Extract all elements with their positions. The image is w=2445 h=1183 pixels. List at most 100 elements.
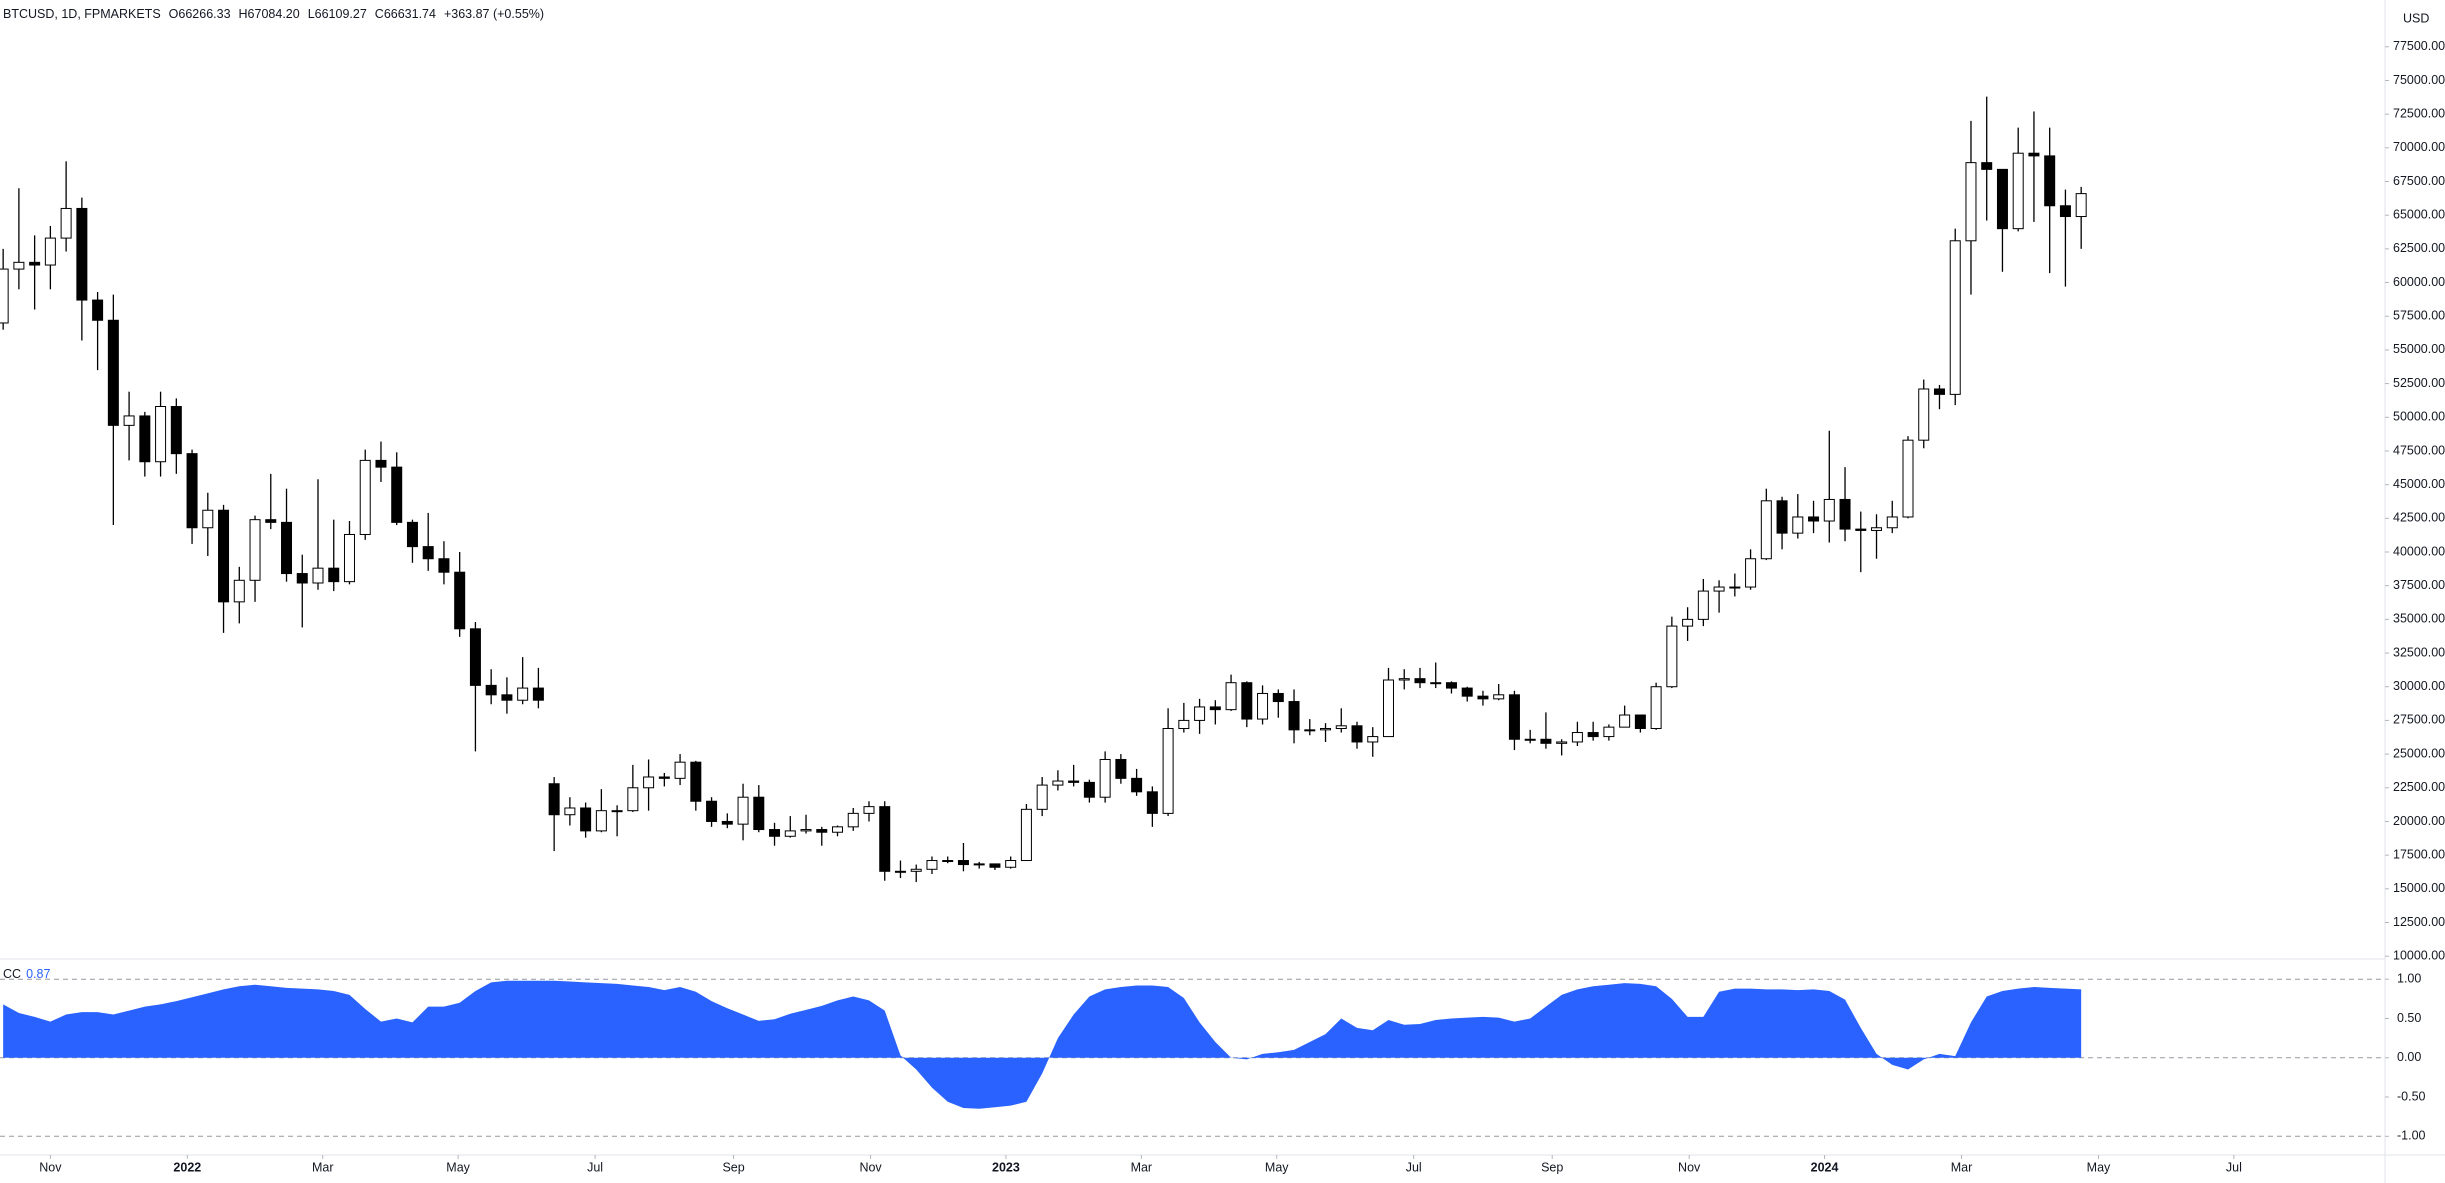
candle-body <box>863 806 875 814</box>
y-tick-label: 65000.00 <box>2393 207 2445 221</box>
candle-body <box>123 415 135 426</box>
candle-body <box>816 829 828 833</box>
candle-body <box>1115 758 1127 779</box>
candle-body <box>44 237 56 266</box>
y-tick-label: -0.50 <box>2397 1089 2426 1103</box>
candle-body <box>1162 727 1174 814</box>
indicator-legend: CC 0.87 <box>3 967 50 981</box>
candle-body <box>296 573 308 584</box>
candle-body <box>1178 719 1190 729</box>
candle-body <box>1587 732 1599 738</box>
y-tick-label: 40000.00 <box>2393 544 2445 558</box>
x-tick-label: Jul <box>1406 1160 1422 1174</box>
candle-body <box>595 810 607 832</box>
x-tick-label: Mar <box>1131 1160 1153 1174</box>
candle-body <box>643 776 655 789</box>
candle-body <box>406 521 418 548</box>
y-tick-label: 22500.00 <box>2393 780 2445 794</box>
candle-body <box>359 459 371 535</box>
candle-body <box>1461 687 1473 697</box>
x-tick-label: Nov <box>39 1160 62 1174</box>
candle-body <box>580 807 592 832</box>
candle-body <box>202 509 214 529</box>
candle-body <box>1556 741 1568 744</box>
candle-body <box>1272 692 1284 703</box>
candle-body <box>1068 780 1080 783</box>
candle-body <box>0 268 9 324</box>
candle-body <box>2012 152 2024 230</box>
candle-body <box>13 261 25 270</box>
x-tick-label: Sep <box>1541 1160 1563 1174</box>
candle-body <box>1241 682 1253 720</box>
candle-body <box>1981 162 1993 170</box>
candle-body <box>375 459 387 468</box>
candle-body <box>989 863 1001 868</box>
candle-body <box>894 870 906 873</box>
y-tick-label: 60000.00 <box>2393 275 2445 289</box>
candle-body <box>1477 695 1489 700</box>
candle-body <box>1083 781 1095 798</box>
candle-body <box>1445 682 1457 689</box>
y-tick-label: 1.00 <box>2397 971 2421 985</box>
candle-body <box>1933 388 1945 395</box>
y-tick-label: 30000.00 <box>2393 679 2445 693</box>
candle-body <box>532 687 544 701</box>
candle-body <box>942 860 954 863</box>
candle-body <box>973 863 985 866</box>
y-tick-label: 67500.00 <box>2393 174 2445 188</box>
y-tick-label: 55000.00 <box>2393 342 2445 356</box>
x-tick-label: Mar <box>312 1160 334 1174</box>
candle-body <box>879 806 891 872</box>
candle-body <box>170 405 182 455</box>
candle-body <box>1996 168 2008 230</box>
candle-body <box>753 796 765 831</box>
candle-body <box>422 546 434 560</box>
candle-body <box>328 567 340 583</box>
y-tick-label: 37500.00 <box>2393 578 2445 592</box>
currency-label: USD <box>2403 11 2429 25</box>
y-tick-label: 42500.00 <box>2393 511 2445 525</box>
correlation-area <box>3 980 2082 1109</box>
candle-body <box>1020 808 1032 862</box>
y-tick-label: 32500.00 <box>2393 645 2445 659</box>
candle-body <box>186 453 198 529</box>
x-tick-label: May <box>2087 1160 2111 1174</box>
candle-body <box>1855 528 1867 531</box>
candle-body <box>60 207 72 239</box>
candle-body <box>2075 193 2087 218</box>
candle-body <box>1005 860 1017 868</box>
y-tick-label: 47500.00 <box>2393 443 2445 457</box>
ohlc-high: H67084.20 <box>238 7 300 21</box>
candle-body <box>1965 162 1977 242</box>
y-tick-label: 70000.00 <box>2393 140 2445 154</box>
candle-body <box>454 571 466 630</box>
candle-body <box>1209 706 1221 711</box>
candle-body <box>800 829 812 832</box>
candle-body <box>1304 729 1316 732</box>
candle-body <box>658 776 670 779</box>
candle-body <box>281 521 293 575</box>
candle-body <box>501 694 513 701</box>
y-tick-label: 57500.00 <box>2393 309 2445 323</box>
candle-body <box>1729 586 1741 589</box>
x-tick-label: 2024 <box>1811 1160 1839 1174</box>
candle-body <box>1382 679 1394 738</box>
candle-body <box>784 830 796 837</box>
candle-body <box>1571 732 1583 743</box>
y-tick-label: 17500.00 <box>2393 847 2445 861</box>
indicator-value: 0.87 <box>26 967 51 981</box>
candle-body <box>1745 558 1757 588</box>
candle-body <box>1194 706 1206 721</box>
candle-body <box>1871 527 1883 531</box>
candle-body <box>674 761 686 779</box>
x-tick-label: May <box>446 1160 470 1174</box>
y-tick-label: 72500.00 <box>2393 106 2445 120</box>
candle-body <box>1351 725 1363 743</box>
x-tick-label: Jul <box>2226 1160 2242 1174</box>
y-tick-label: 12500.00 <box>2393 915 2445 929</box>
candle-body <box>1760 500 1772 560</box>
candle-body <box>139 415 151 463</box>
legend-header: BTCUSD, 1D, FPMARKETS O66266.33 H67084.2… <box>3 7 544 21</box>
candle-body <box>1367 736 1379 743</box>
